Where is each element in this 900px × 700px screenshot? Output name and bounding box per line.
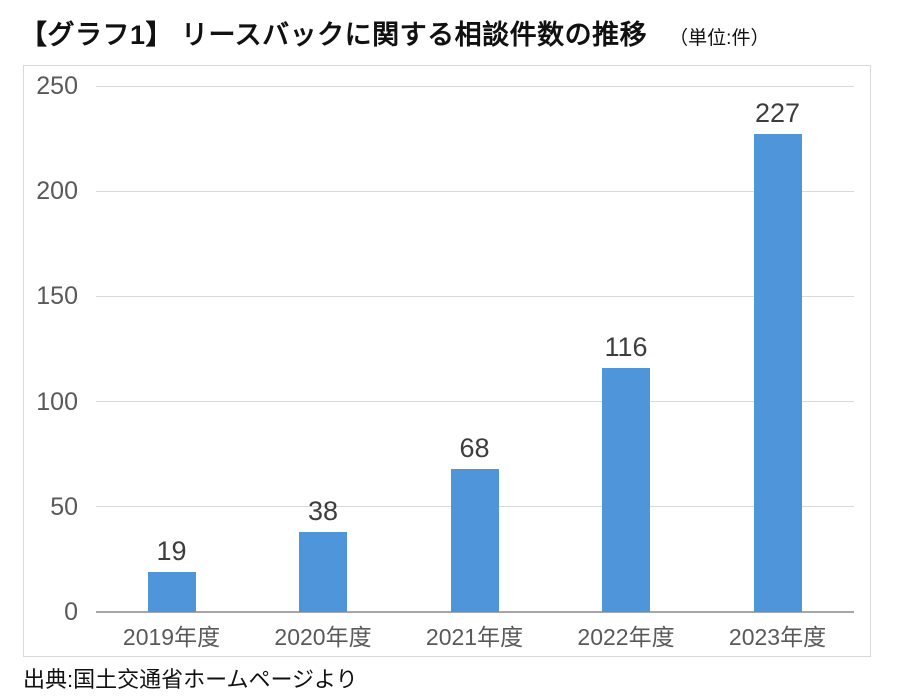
x-tick-label: 2020年度: [274, 624, 372, 650]
source-note: 出典:国土交通省ホームページより: [23, 667, 358, 692]
y-tick-label: 200: [36, 177, 78, 206]
plot-area: 0 50 100 150 200 250 19 2019年度 38 2020年度 68 2021年度 1…: [23, 65, 871, 657]
bar: [299, 532, 347, 612]
x-tick-label: 2023年度: [728, 624, 827, 650]
gridline: [96, 190, 854, 192]
bar: [450, 469, 499, 612]
y-tick-label: 0: [64, 598, 78, 626]
gridline: [96, 401, 854, 403]
bar-value-label: 19: [156, 536, 187, 566]
bar: [753, 134, 802, 612]
gridline: [96, 85, 854, 87]
bar: [602, 368, 650, 612]
chart-title: 【グラフ1】 リースバックに関する相談件数の推移: [20, 20, 648, 50]
gridline: [96, 295, 854, 297]
x-tick-label: 2021年度: [425, 624, 524, 650]
x-axis-line: [96, 611, 854, 613]
bar-value-label: 227: [754, 98, 801, 128]
x-tick-label: 2022年度: [577, 624, 675, 650]
unit-label: （単位:件）: [669, 28, 770, 49]
bar-value-label: 116: [604, 332, 648, 362]
bar-value-label: 68: [459, 433, 490, 463]
y-tick-label: 50: [50, 492, 78, 521]
y-tick-label: 150: [36, 282, 78, 311]
y-tick-label: 100: [36, 387, 78, 416]
y-tick-label: 250: [36, 72, 78, 100]
bar-value-label: 38: [307, 496, 339, 526]
x-tick-label: 2019年度: [122, 624, 221, 650]
bar: [147, 572, 196, 612]
chart-header: 【グラフ1】 リースバックに関する相談件数の推移 （単位:件）: [20, 13, 769, 52]
